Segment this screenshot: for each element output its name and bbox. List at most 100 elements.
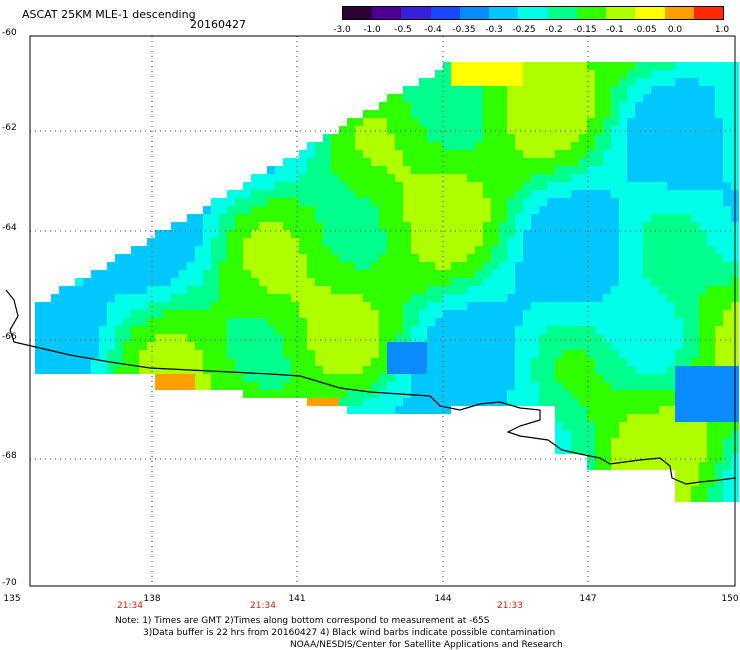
wind-cell	[475, 78, 483, 86]
wind-cell	[355, 158, 363, 166]
wind-cell	[547, 134, 555, 142]
wind-cell	[659, 374, 667, 382]
wind-cell	[651, 382, 659, 390]
wind-cell	[227, 326, 235, 334]
wind-cell	[403, 190, 411, 198]
wind-cell	[275, 382, 283, 390]
wind-cell	[531, 350, 539, 358]
wind-cell	[267, 174, 275, 182]
wind-cell	[507, 166, 515, 174]
wind-cell	[635, 134, 643, 142]
wind-cell	[523, 310, 531, 318]
wind-cell	[435, 278, 443, 286]
wind-cell	[43, 326, 51, 334]
wind-cell	[427, 174, 435, 182]
wind-cell	[683, 254, 691, 262]
wind-cell	[547, 150, 555, 158]
wind-cell	[507, 246, 515, 254]
wind-cell	[691, 358, 699, 366]
wind-cell	[355, 142, 363, 150]
wind-cell	[683, 470, 691, 478]
wind-cell	[547, 366, 555, 374]
wind-cell	[235, 302, 243, 310]
wind-cell	[323, 302, 331, 310]
wind-cell	[643, 126, 651, 134]
wind-cell	[107, 334, 115, 342]
wind-cell	[579, 174, 587, 182]
wind-cell	[435, 302, 443, 310]
wind-cell	[155, 254, 163, 262]
wind-cell	[83, 302, 91, 310]
wind-cell	[715, 294, 723, 302]
wind-cell	[147, 262, 155, 270]
wind-cell	[603, 238, 611, 246]
wind-cell	[371, 182, 379, 190]
wind-cell	[499, 350, 507, 358]
wind-cell	[443, 174, 451, 182]
wind-cell	[403, 118, 411, 126]
wind-cell	[123, 342, 131, 350]
wind-cell	[427, 390, 435, 398]
wind-cell	[339, 326, 347, 334]
wind-cell	[267, 334, 275, 342]
wind-cell	[723, 110, 731, 118]
wind-cell	[715, 166, 723, 174]
wind-cell	[419, 278, 427, 286]
wind-cell	[403, 382, 411, 390]
wind-cell	[563, 190, 571, 198]
wind-cell	[187, 334, 195, 342]
wind-cell	[155, 302, 163, 310]
wind-cell	[411, 182, 419, 190]
wind-cell	[715, 302, 723, 310]
wind-cell	[611, 182, 619, 190]
wind-cell	[291, 166, 299, 174]
wind-cell	[643, 326, 651, 334]
wind-cell	[259, 262, 267, 270]
wind-cell	[467, 374, 475, 382]
wind-cell	[315, 238, 323, 246]
wind-cell	[539, 166, 547, 174]
wind-cell	[403, 350, 411, 358]
wind-cell	[627, 342, 635, 350]
wind-cell	[563, 278, 571, 286]
wind-cell	[435, 126, 443, 134]
wind-cell	[707, 278, 715, 286]
color-scale-swatch	[635, 7, 665, 19]
wind-cell	[443, 334, 451, 342]
wind-cell	[667, 430, 675, 438]
wind-cell	[67, 334, 75, 342]
wind-cell	[499, 342, 507, 350]
wind-cell	[579, 222, 587, 230]
wind-cell	[179, 318, 187, 326]
wind-cell	[355, 134, 363, 142]
pass-time-label: 21:34	[117, 601, 143, 611]
wind-cell	[707, 86, 715, 94]
wind-cell	[651, 302, 659, 310]
wind-cell	[587, 62, 595, 70]
wind-cell	[275, 174, 283, 182]
wind-cell	[603, 222, 611, 230]
wind-cell	[443, 366, 451, 374]
wind-cell	[227, 262, 235, 270]
wind-cell	[619, 70, 627, 78]
wind-cell	[619, 134, 627, 142]
wind-cell	[531, 78, 539, 86]
wind-cell	[291, 238, 299, 246]
wind-cell	[603, 382, 611, 390]
wind-cell	[203, 206, 211, 214]
wind-cell	[579, 382, 587, 390]
wind-cell	[515, 286, 523, 294]
wind-cell	[403, 102, 411, 110]
wind-cell	[243, 214, 251, 222]
wind-cell	[563, 342, 571, 350]
wind-cell	[635, 414, 643, 422]
wind-cell	[475, 374, 483, 382]
wind-cell	[571, 166, 579, 174]
wind-cell	[235, 246, 243, 254]
wind-cell	[507, 150, 515, 158]
wind-cell	[547, 62, 555, 70]
wind-cell	[515, 150, 523, 158]
wind-cell	[403, 294, 411, 302]
wind-cell	[675, 374, 683, 382]
wind-cell	[587, 150, 595, 158]
